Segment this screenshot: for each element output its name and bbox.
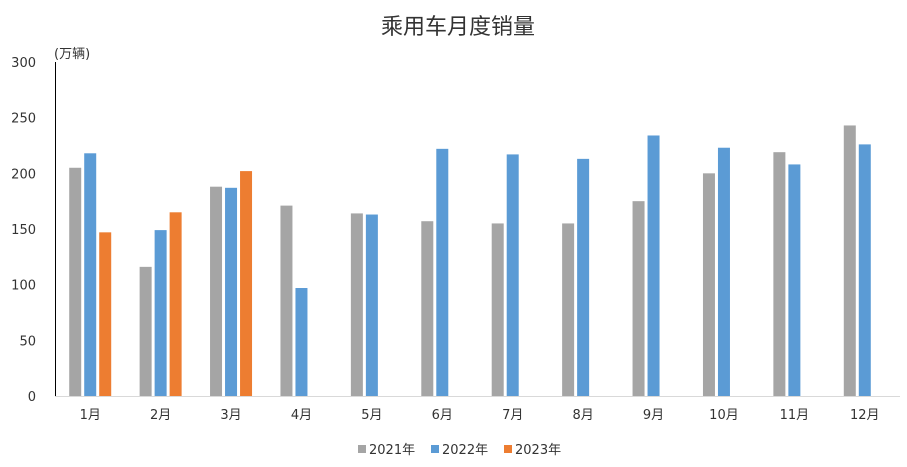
x-tick-label: 7月 (502, 408, 523, 423)
x-tick-label: 11月 (780, 408, 810, 423)
x-tick-label: 8月 (572, 408, 593, 423)
bar-2022年-12月 (858, 144, 871, 396)
bar-2023年-2月 (169, 212, 182, 396)
chart-title: 乘用车月度销量 (381, 15, 535, 40)
bar-2021年-11月 (773, 152, 786, 396)
bar-2022年-7月 (506, 154, 519, 396)
bar-2021年-5月 (350, 213, 363, 396)
bar-2023年-3月 (240, 171, 253, 396)
legend-label: 2022年 (442, 443, 488, 458)
bar-2021年-8月 (562, 223, 575, 396)
x-tick-label: 6月 (432, 408, 453, 423)
x-tick-label: 10月 (709, 408, 739, 423)
legend-swatch (504, 445, 512, 453)
bar-2022年-3月 (225, 187, 238, 396)
bar-2021年-10月 (702, 173, 715, 396)
bar-2021年-2月 (139, 266, 152, 396)
bar-2022年-5月 (365, 214, 378, 396)
bar-2022年-11月 (788, 164, 801, 396)
x-tick-label: 9月 (643, 408, 664, 423)
bar-2021年-6月 (421, 221, 434, 396)
legend-label: 2023年 (515, 443, 561, 458)
y-axis-unit-label: (万辆) (54, 47, 90, 62)
y-tick-label: 250 (11, 112, 36, 127)
y-tick-label: 100 (11, 279, 36, 294)
y-tick-label: 200 (11, 167, 36, 182)
bar-2022年-1月 (84, 153, 97, 396)
bar-2021年-4月 (280, 205, 293, 396)
x-tick-label: 3月 (220, 408, 241, 423)
legend-swatch (431, 445, 439, 453)
x-tick-label: 5月 (361, 408, 382, 423)
legend-swatch (358, 445, 366, 453)
bar-2023年-1月 (99, 232, 112, 396)
y-tick-label: 150 (11, 223, 36, 238)
x-tick-label: 1月 (80, 408, 101, 423)
x-tick-label: 4月 (291, 408, 312, 423)
y-tick-label: 0 (28, 390, 36, 405)
x-tick-label: 2月 (150, 408, 171, 423)
bar-2022年-10月 (717, 147, 730, 396)
bar-2022年-9月 (647, 135, 660, 397)
bar-2021年-9月 (632, 201, 645, 396)
bar-2022年-4月 (295, 288, 308, 396)
bar-2022年-6月 (436, 148, 449, 396)
bar-2022年-8月 (577, 158, 590, 396)
bar-2021年-12月 (843, 125, 856, 397)
legend-label: 2021年 (369, 443, 415, 458)
bar-2022年-2月 (154, 230, 167, 396)
bar-2021年-7月 (491, 223, 504, 396)
bar-2021年-1月 (69, 167, 82, 396)
x-tick-label: 12月 (850, 408, 880, 423)
y-tick-label: 50 (19, 334, 36, 349)
bar-2021年-3月 (210, 186, 223, 396)
y-tick-label: 300 (11, 56, 36, 71)
